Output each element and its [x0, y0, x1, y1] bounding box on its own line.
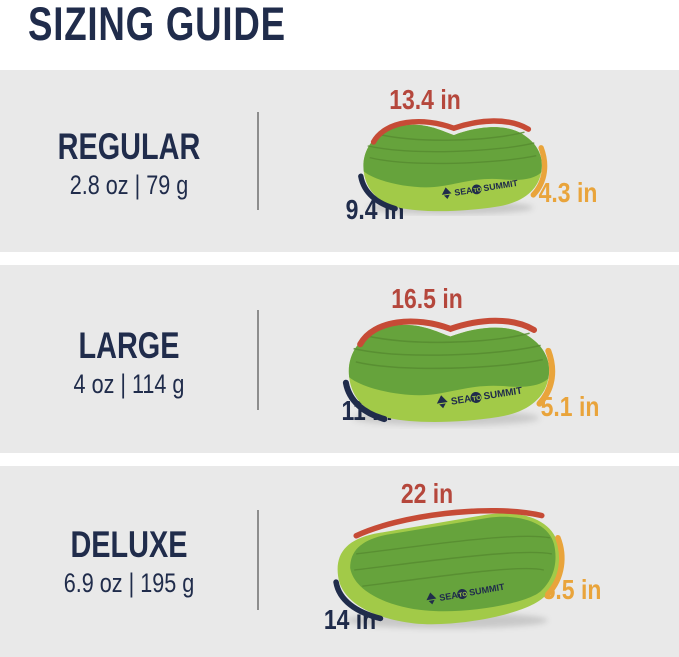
svg-text:TO: TO [472, 394, 482, 402]
vertical-divider [257, 310, 259, 410]
page-title: SIZING GUIDE [28, 0, 286, 50]
pillow-illustration: SEA TO SUMMIT [358, 118, 548, 215]
size-weight: 6.9 oz | 195 g [63, 568, 195, 598]
section-deluxe: DELUXE 6.9 oz | 195 g 22 in 14 in 5.5 in… [0, 466, 679, 657]
section-regular: REGULAR 2.8 oz | 79 g 13.4 in 9.4 in 4.3… [0, 70, 679, 252]
pillow-image-large: SEA TO SUMMIT [336, 309, 556, 429]
length-measurement: 16.5 in [391, 283, 463, 314]
height-measurement: 4.3 in [538, 177, 598, 208]
pillow-image-deluxe: SEA TO SUMMIT [328, 502, 568, 634]
vertical-divider [257, 112, 259, 210]
size-weight: 4 oz | 114 g [73, 369, 185, 399]
section-large: LARGE 4 oz | 114 g 16.5 in 11 in 5.1 in … [0, 265, 679, 453]
svg-text:SEA: SEA [454, 185, 474, 198]
size-name: LARGE [78, 325, 180, 366]
size-name: DELUXE [70, 524, 188, 565]
height-measurement: 5.1 in [540, 391, 600, 422]
length-arc [353, 507, 545, 539]
length-arc [370, 118, 532, 145]
size-weight: 2.8 oz | 79 g [69, 170, 189, 200]
vertical-divider [257, 510, 259, 610]
pillow-illustration: SEA TO SUMMIT [333, 507, 565, 629]
width-arc [333, 579, 384, 622]
svg-text:SEA: SEA [439, 590, 460, 603]
pillow-illustration: SEA TO SUMMIT [342, 317, 556, 426]
height-arc [536, 347, 556, 407]
svg-text:TO: TO [473, 187, 482, 194]
svg-text:SEA: SEA [450, 394, 472, 408]
size-name: REGULAR [57, 126, 201, 167]
width-arc [358, 173, 398, 212]
height-arc [530, 145, 548, 198]
svg-text:TO: TO [458, 592, 467, 599]
width-arc [342, 379, 388, 423]
height-arc [545, 534, 565, 597]
length-measurement: 22 in [400, 478, 454, 509]
pillow-image-regular: SEA TO SUMMIT [352, 112, 548, 216]
length-arc [357, 317, 538, 348]
length-measurement: 13.4 in [389, 84, 461, 115]
